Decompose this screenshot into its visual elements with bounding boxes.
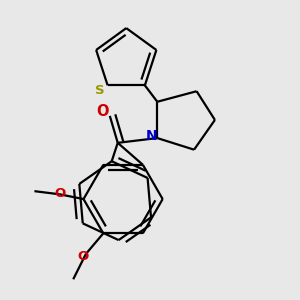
Text: S: S — [95, 84, 104, 97]
Text: O: O — [78, 250, 89, 263]
Text: O: O — [97, 104, 109, 119]
Text: O: O — [55, 187, 66, 200]
Text: N: N — [146, 130, 158, 143]
